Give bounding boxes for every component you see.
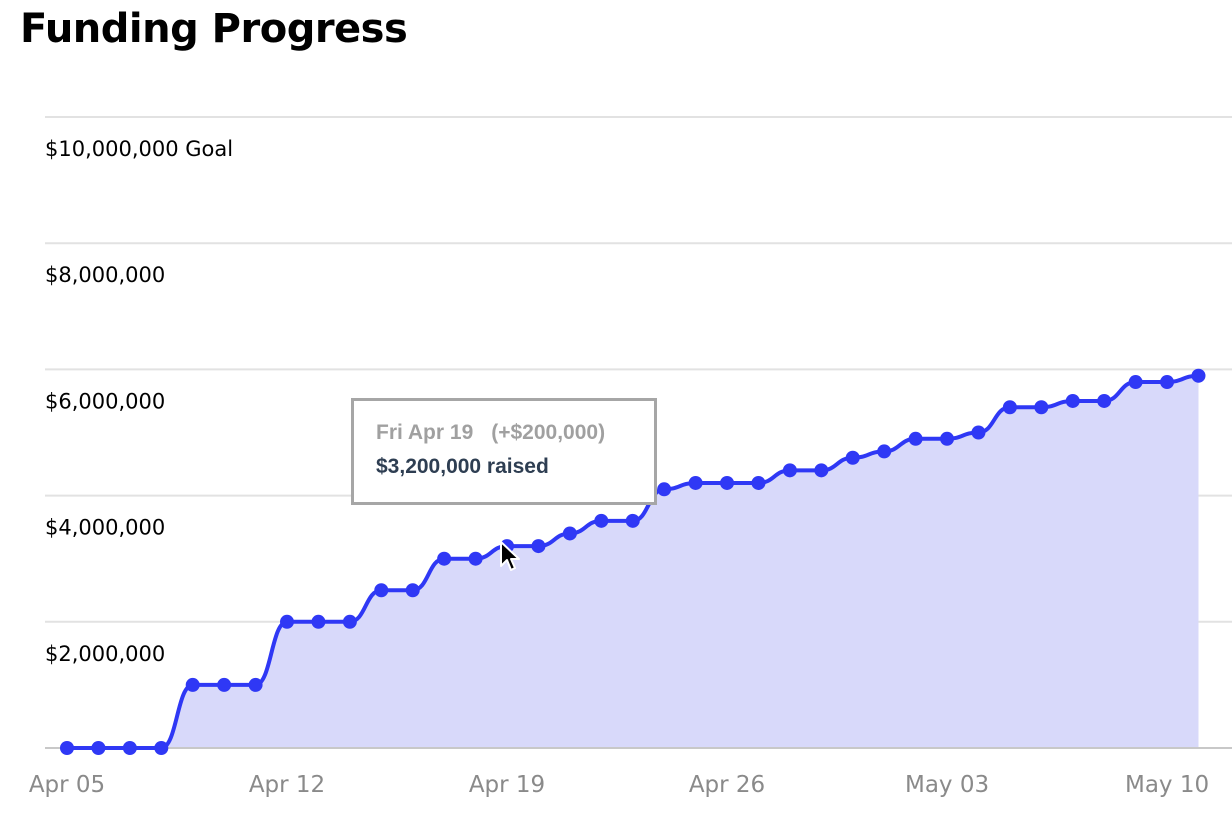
data-point[interactable] (531, 539, 546, 554)
data-point[interactable] (185, 677, 200, 692)
y-axis-labels: $2,000,000 $4,000,000 $6,000,000 $8,000,000… (45, 137, 233, 666)
data-point[interactable] (782, 463, 797, 478)
data-point[interactable] (940, 431, 955, 446)
data-point[interactable] (154, 741, 169, 755)
y-tick-label: $6,000,000 (45, 389, 165, 413)
data-point[interactable] (751, 475, 766, 490)
y-tick-label: $8,000,000 (45, 263, 165, 287)
data-point[interactable] (594, 513, 609, 528)
y-tick-label: $4,000,000 (45, 516, 165, 540)
tooltip-date: Fri Apr 19 (376, 421, 474, 444)
data-point[interactable] (562, 526, 577, 541)
data-point[interactable] (625, 513, 640, 528)
funding-area (67, 375, 1199, 748)
data-point[interactable] (814, 463, 829, 478)
data-point[interactable] (720, 475, 735, 490)
data-point[interactable] (1034, 400, 1049, 415)
tooltip-header: Fri Apr 19 (+$200,000) (376, 421, 654, 445)
data-point[interactable] (1097, 393, 1112, 408)
tooltip-total: $3,200,000 raised (376, 455, 549, 478)
data-point[interactable] (311, 614, 326, 629)
data-point[interactable] (1128, 375, 1143, 390)
data-point[interactable] (1191, 368, 1206, 383)
data-point[interactable] (280, 614, 295, 629)
x-tick-label: May 03 (905, 772, 989, 798)
data-points[interactable] (60, 368, 1206, 755)
y-tick-label: $10,000,000 Goal (45, 137, 233, 161)
data-point[interactable] (1002, 400, 1017, 415)
data-point[interactable] (91, 741, 106, 755)
data-point[interactable] (217, 677, 232, 692)
x-tick-label: Apr 26 (689, 772, 765, 798)
data-point[interactable] (877, 444, 892, 459)
data-point[interactable] (688, 475, 703, 490)
data-point[interactable] (1160, 375, 1175, 390)
x-tick-label: Apr 12 (249, 772, 325, 798)
x-tick-label: Apr 19 (469, 772, 545, 798)
data-point[interactable] (374, 583, 389, 598)
data-tooltip: Fri Apr 19 (+$200,000) $3,200,000 raised (351, 398, 657, 505)
x-tick-label: Apr 05 (29, 772, 105, 798)
data-point[interactable] (248, 677, 263, 692)
data-point[interactable] (908, 431, 923, 446)
data-point[interactable] (468, 551, 483, 566)
mouse-pointer-icon (500, 541, 520, 571)
data-point[interactable] (342, 614, 357, 629)
data-point[interactable] (122, 741, 137, 755)
y-tick-label: $2,000,000 (45, 642, 165, 666)
data-point[interactable] (1065, 393, 1080, 408)
x-tick-label: May 10 (1125, 772, 1209, 798)
page-title: Funding Progress (20, 6, 408, 52)
data-point[interactable] (657, 482, 672, 497)
x-axis-labels: Apr 05 Apr 12 Apr 19 Apr 26 May 03 May 10 (29, 772, 1209, 798)
tooltip-change: (+$200,000) (491, 421, 606, 444)
data-point[interactable] (60, 741, 74, 755)
data-point[interactable] (971, 425, 986, 440)
data-point[interactable] (845, 450, 860, 465)
data-point[interactable] (437, 551, 452, 566)
data-point[interactable] (405, 583, 420, 598)
